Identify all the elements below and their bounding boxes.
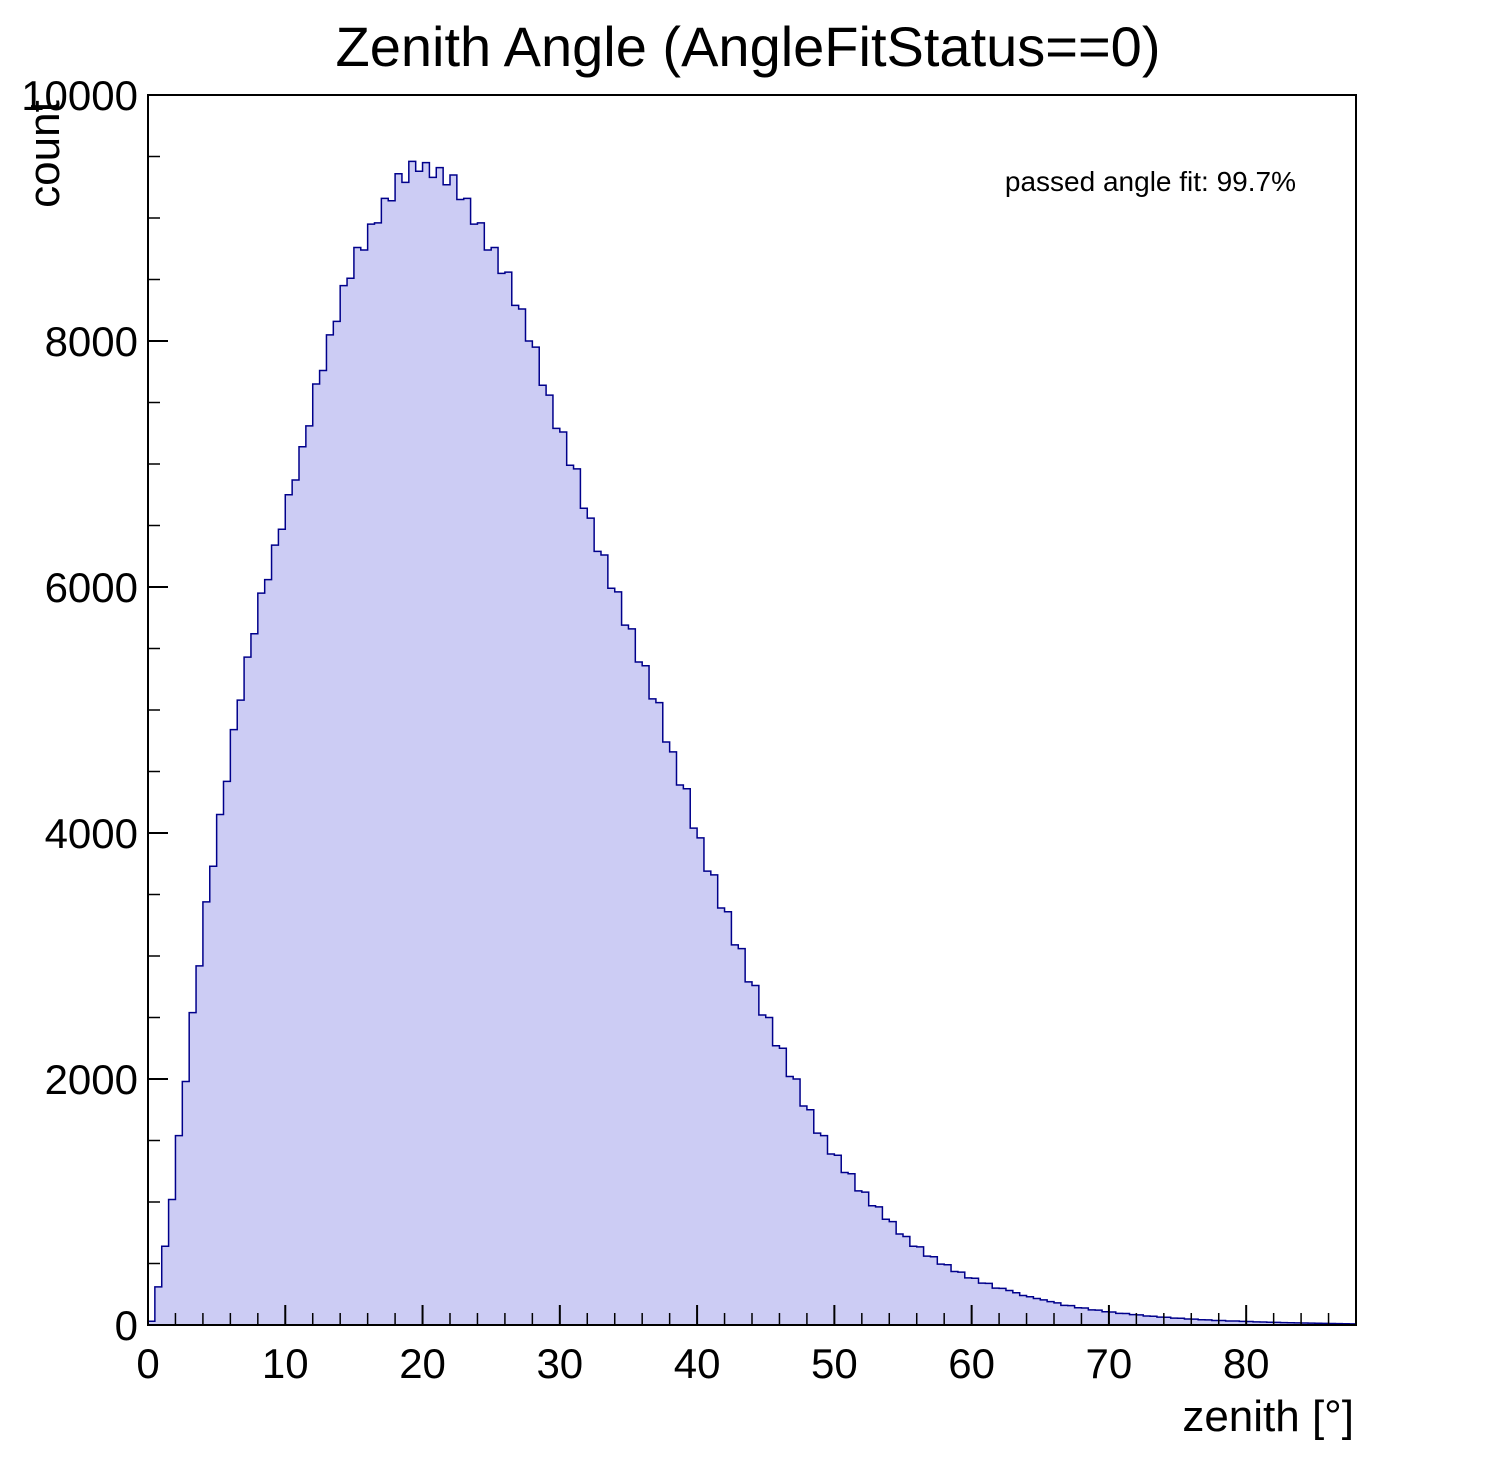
y-tick-label: 6000 (45, 564, 138, 611)
chart-title: Zenith Angle (AngleFitStatus==0) (335, 15, 1161, 78)
y-axis-label: count (20, 100, 69, 208)
x-tick-label: 80 (1223, 1340, 1270, 1387)
x-tick-label: 70 (1086, 1340, 1133, 1387)
x-axis-label: zenith [°] (1182, 1392, 1354, 1441)
x-tick-label: 50 (811, 1340, 858, 1387)
x-tick-label: 30 (536, 1340, 583, 1387)
histogram-fill (148, 161, 1356, 1325)
y-tick-label: 0 (115, 1302, 138, 1349)
x-tick-label: 40 (674, 1340, 721, 1387)
y-tick-label: 2000 (45, 1056, 138, 1103)
x-tick-label: 10 (262, 1340, 309, 1387)
y-tick-label: 4000 (45, 810, 138, 857)
x-tick-label: 20 (399, 1340, 446, 1387)
histogram-outline (147, 160, 1357, 1325)
x-tick-label: 60 (948, 1340, 995, 1387)
y-tick-label: 10000 (21, 72, 138, 119)
y-tick-label: 8000 (45, 318, 138, 365)
passed-angle-fit-annotation: passed angle fit: 99.7% (1004, 166, 1296, 197)
x-tick-label: 0 (136, 1340, 159, 1387)
plot-frame (147, 94, 1357, 1326)
